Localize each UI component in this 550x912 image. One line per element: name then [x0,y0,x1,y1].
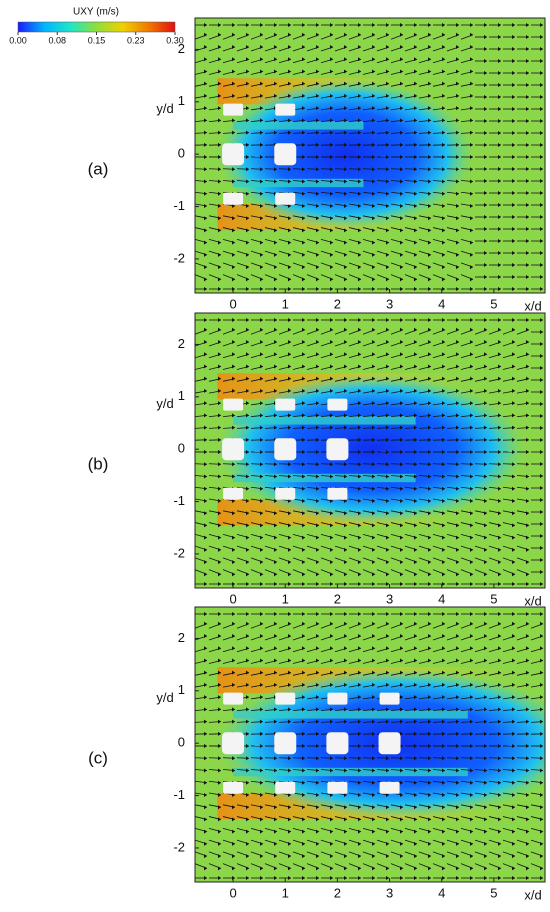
cylinder [380,782,400,794]
cylinder [223,399,243,411]
y-tick-label: 0 [178,735,185,750]
cylinder [275,488,295,500]
x-tick-label: 0 [229,591,236,606]
cylinder [327,782,347,794]
x-tick-label: 5 [490,296,497,311]
shear-layer [233,710,468,718]
x-axis-label: x/d [524,593,541,608]
cylinder [327,488,347,500]
x-tick-label: 3 [386,591,393,606]
cylinder [275,399,295,411]
y-tick-label: 0 [178,146,185,161]
x-tick-label: 2 [334,885,341,900]
x-tick-label: 4 [438,591,445,606]
cylinder [223,488,243,500]
x-tick-label: 0 [229,885,236,900]
shear-layer [233,121,363,129]
y-tick-label: 2 [178,336,185,351]
y-axis-label: y/d [156,690,173,705]
x-tick-label: 1 [282,885,289,900]
y-tick-label: 2 [178,41,185,56]
colorbar-tick-label: 0.08 [48,35,66,45]
cylinder [275,104,295,116]
cylinder [275,693,295,705]
y-tick-label: -2 [173,545,185,560]
cylinder [223,782,243,794]
cylinder [327,399,347,411]
shear-layer [233,179,363,187]
cylinder [274,143,296,165]
x-tick-label: 2 [334,296,341,311]
y-tick-label: -1 [173,493,185,508]
flow-field [195,18,545,293]
cylinder [379,732,401,754]
cylinder [326,438,348,460]
wake [217,78,473,230]
x-tick-label: 1 [282,296,289,311]
flow-field [195,313,545,588]
y-tick-label: -2 [173,250,185,265]
y-axis-label: y/d [156,396,173,411]
shear-layer [233,416,416,424]
cylinder [275,193,295,205]
y-tick-label: -1 [173,787,185,802]
flow-field [195,607,550,882]
cylinder [222,438,244,460]
cylinder [222,732,244,754]
y-axis-label: y/d [156,101,173,116]
x-tick-label: 0 [229,296,236,311]
cylinder [223,104,243,116]
y-tick-label: 1 [178,388,185,403]
panel-label: (c) [88,748,108,767]
colorbar-tick-label: 0.00 [9,35,27,45]
cylinder [327,693,347,705]
y-tick-label: 2 [178,630,185,645]
y-tick-label: 1 [178,682,185,697]
cylinder [275,782,295,794]
colorbar-title: UXY (m/s) [73,7,119,18]
x-tick-label: 5 [490,885,497,900]
colorbar [18,22,175,32]
x-axis-label: x/d [524,887,541,902]
x-axis-label: x/d [524,298,541,313]
x-tick-label: 4 [438,296,445,311]
cylinder [274,438,296,460]
cylinder [223,693,243,705]
panel-label: (a) [88,159,109,178]
shear-layer [233,768,468,776]
cylinder [326,732,348,754]
x-tick-label: 2 [334,591,341,606]
x-tick-label: 4 [438,885,445,900]
x-tick-label: 3 [386,296,393,311]
y-tick-label: -2 [173,839,185,854]
cylinder [223,193,243,205]
y-tick-label: 1 [178,93,185,108]
y-tick-label: -1 [173,198,185,213]
colorbar-tick-label: 0.15 [88,35,106,45]
cylinder [274,732,296,754]
cylinder [380,693,400,705]
x-tick-label: 1 [282,591,289,606]
y-tick-label: 0 [178,441,185,456]
colorbar-tick-label: 0.23 [127,35,145,45]
panel-label: (b) [88,454,109,473]
wake [217,373,525,525]
x-tick-label: 3 [386,885,393,900]
x-tick-label: 5 [490,591,497,606]
cylinder [222,143,244,165]
